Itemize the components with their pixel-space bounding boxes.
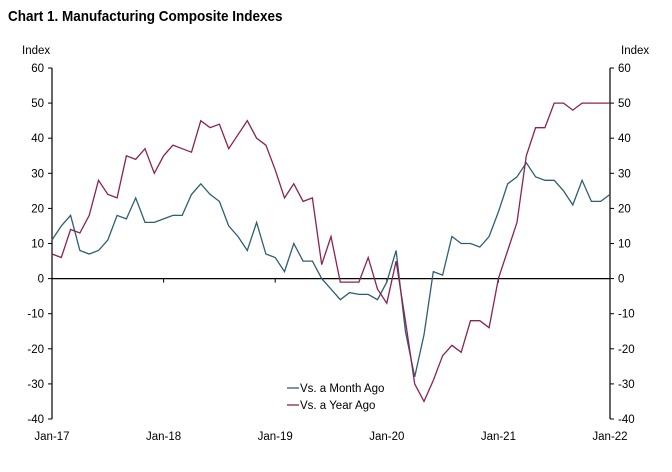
- y-tick-label-right: -30: [618, 379, 635, 391]
- y-tick-label-left: 60: [31, 63, 44, 75]
- legend-label: Vs. a Year Ago: [300, 400, 375, 412]
- y-tick-label-right: 60: [618, 63, 631, 75]
- y-tick-label-right: 20: [618, 203, 631, 215]
- series-line-year-ago: [51, 102, 610, 403]
- y-tick-label-right: 10: [618, 239, 631, 251]
- y-tick-label-left: -30: [27, 379, 44, 391]
- y-tick-label-left: 40: [31, 133, 44, 145]
- x-tick-label: Jan-21: [481, 431, 516, 443]
- y-tick-label-left: -10: [27, 309, 44, 321]
- y-tick-label-left: -40: [27, 414, 44, 426]
- y-tick-label-left: 50: [31, 98, 44, 110]
- y-tick-label-left: 0: [38, 274, 44, 286]
- left-axis-label: Index: [22, 45, 50, 57]
- y-tick-label-left: 20: [31, 203, 44, 215]
- x-tick-label: Jan-19: [258, 431, 293, 443]
- legend-label: Vs. a Month Ago: [300, 383, 384, 395]
- y-tick-label-right: 50: [618, 98, 631, 110]
- chart-title: Chart 1. Manufacturing Composite Indexes: [8, 8, 283, 25]
- right-axis-label: Index: [621, 45, 649, 57]
- y-tick-label-right: 40: [618, 133, 631, 145]
- x-tick-label: Jan-22: [592, 431, 627, 443]
- x-tick-label: Jan-17: [34, 431, 69, 443]
- series-line-month-ago: [51, 161, 611, 378]
- y-tick-label-left: 30: [31, 168, 44, 180]
- y-tick-label-right: 30: [618, 168, 631, 180]
- y-tick-label-left: -20: [27, 344, 44, 356]
- y-tick-label-left: 10: [31, 239, 44, 251]
- y-tick-label-right: 0: [618, 274, 624, 286]
- y-tick-label-right: -40: [618, 414, 635, 426]
- x-tick-label: Jan-18: [146, 431, 181, 443]
- x-tick-label: Jan-20: [369, 431, 404, 443]
- y-tick-label-right: -20: [618, 344, 635, 356]
- y-tick-label-right: -10: [618, 309, 635, 321]
